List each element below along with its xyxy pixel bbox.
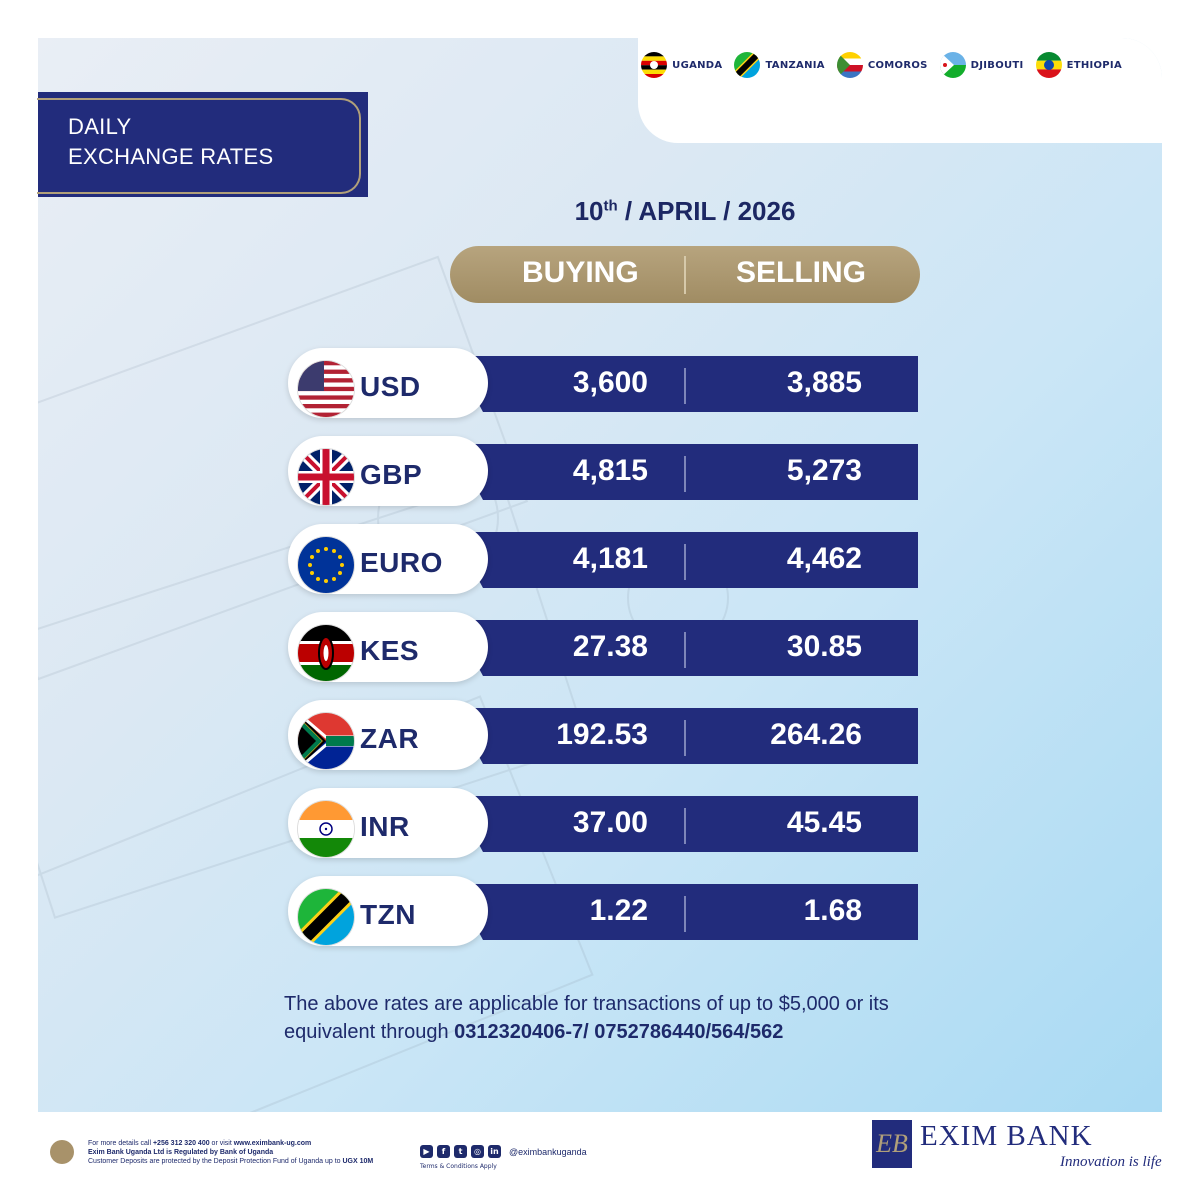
buying-rate: 37.00 — [572, 806, 648, 839]
country-comoros: COMOROS — [836, 52, 928, 78]
page-title-box: DAILY EXCHANGE RATES — [37, 92, 368, 197]
india-flag-icon — [298, 801, 354, 857]
rate-row-zar: ZAR 192.53 264.26 — [288, 700, 920, 772]
tanzania-flag-icon — [734, 52, 761, 78]
currency-code: EURO — [360, 547, 443, 578]
rates-date: 10th / APRIL / 2026 — [450, 196, 920, 227]
currency-code: KES — [360, 635, 420, 666]
country-uganda: UGANDA — [641, 52, 722, 78]
footer — [0, 1112, 1200, 1200]
rate-row-gbp: GBP 4,815 5,273 — [288, 436, 920, 508]
currency-code: TZN — [360, 899, 416, 930]
djibouti-flag-icon — [939, 52, 966, 78]
selling-rate: 3,885 — [786, 366, 862, 399]
ethiopia-flag-icon — [1035, 52, 1062, 78]
tanzania-flag-icon — [298, 889, 354, 945]
buying-rate: 4,181 — [572, 542, 648, 575]
buying-rate: 27.38 — [572, 630, 648, 663]
buying-rate: 1.22 — [589, 894, 648, 927]
selling-rate: 45.45 — [786, 806, 862, 839]
footer-website-link[interactable]: www.eximbank-ug.com — [233, 1140, 312, 1147]
twitter-icon[interactable]: t — [454, 1145, 467, 1158]
currency-code: ZAR — [360, 723, 420, 754]
buying-rate: 192.53 — [556, 718, 648, 751]
kenya-flag-icon — [298, 625, 354, 681]
linkedin-icon[interactable]: in — [488, 1145, 501, 1158]
footer-info: For more details call +256 312 320 400 o… — [88, 1139, 373, 1166]
south-africa-flag-icon — [298, 713, 354, 769]
country-strip-background — [638, 38, 1162, 143]
buying-rate: 3,600 — [572, 366, 648, 399]
currency-code: GBP — [360, 459, 423, 490]
uganda-flag-icon — [641, 52, 668, 78]
selling-rate: 1.68 — [803, 894, 862, 927]
rate-divider — [684, 896, 686, 932]
rate-row-euro: EURO 4,181 4,462 — [288, 524, 920, 596]
country-label: TANZANIA — [765, 59, 825, 71]
rate-divider — [684, 456, 686, 492]
column-header: BUYING SELLING — [450, 246, 920, 303]
brand-name: EXIM BANK — [920, 1120, 1093, 1152]
usa-flag-icon — [298, 361, 354, 417]
footer-call-label: For more details call — [88, 1140, 153, 1147]
facebook-icon[interactable]: f — [437, 1145, 450, 1158]
selling-rate: 5,273 — [786, 454, 862, 487]
rate-divider — [684, 720, 686, 756]
date-day: 10 — [574, 196, 604, 226]
social-handle[interactable]: @eximbankuganda — [509, 1146, 587, 1157]
rate-divider — [684, 544, 686, 580]
eu-flag-icon — [298, 537, 354, 593]
rate-divider — [684, 808, 686, 844]
rate-row-tzn: TZN 1.22 1.68 — [288, 876, 920, 948]
footer-visit-label: or visit — [209, 1140, 234, 1147]
country-label: UGANDA — [672, 59, 723, 71]
country-strip: UGANDA TANZANIA COMOROS DJIBOUTI ETHIOPI… — [641, 52, 1122, 78]
currency-code: USD — [360, 371, 421, 402]
date-suffix: th — [603, 197, 618, 215]
terms-text: Terms & Conditions Apply — [420, 1163, 497, 1170]
footer-deposit-text: Customer Deposits are protected by the D… — [88, 1158, 343, 1165]
footer-phone[interactable]: +256 312 320 400 — [152, 1140, 210, 1147]
brand-tagline: Innovation is life — [1060, 1154, 1162, 1170]
rate-divider — [684, 368, 686, 404]
social-links: ▶ f t ◎ in @eximbankuganda — [420, 1145, 587, 1158]
rate-row-kes: KES 27.38 30.85 — [288, 612, 920, 684]
title-frame — [37, 98, 361, 194]
uk-flag-icon — [298, 449, 354, 505]
footer-regulation: Exim Bank Uganda Ltd is Regulated by Ban… — [88, 1149, 274, 1156]
dots-logo-icon — [50, 1140, 74, 1164]
country-tanzania: TANZANIA — [734, 52, 825, 78]
selling-rate: 264.26 — [770, 718, 862, 751]
country-djibouti: DJIBOUTI — [939, 52, 1024, 78]
currency-code: INR — [360, 811, 410, 842]
selling-header: SELLING — [736, 256, 867, 289]
rates-disclaimer: The above rates are applicable for trans… — [284, 990, 934, 1046]
eb-monogram-logo: EB — [872, 1120, 912, 1168]
rate-divider — [684, 632, 686, 668]
page-title-line2: EXCHANGE RATES — [68, 144, 274, 169]
rate-row-inr: INR 37.00 45.45 — [288, 788, 920, 860]
footer-deposit-amount: UGX 10M — [342, 1158, 374, 1165]
buying-rate: 4,815 — [572, 454, 648, 487]
youtube-icon[interactable]: ▶ — [420, 1145, 433, 1158]
disclaimer-text: The above rates are applicable for trans… — [284, 993, 889, 1043]
selling-rate: 4,462 — [786, 542, 862, 575]
country-label: ETHIOPIA — [1066, 59, 1122, 71]
country-label: DJIBOUTI — [970, 59, 1024, 71]
date-rest: / APRIL / 2026 — [617, 196, 796, 226]
contact-phones: 0312320406-7/ 0752786440/564/562 — [454, 1021, 784, 1043]
page-title-line1: DAILY — [68, 114, 132, 139]
selling-rate: 30.85 — [786, 630, 862, 663]
country-ethiopia: ETHIOPIA — [1035, 52, 1122, 78]
header-divider — [684, 256, 686, 294]
comoros-flag-icon — [836, 52, 863, 78]
buying-header: BUYING — [522, 256, 639, 289]
rate-row-usd: USD 3,600 3,885 — [288, 348, 920, 420]
country-label: COMOROS — [867, 59, 928, 71]
instagram-icon[interactable]: ◎ — [471, 1145, 484, 1158]
